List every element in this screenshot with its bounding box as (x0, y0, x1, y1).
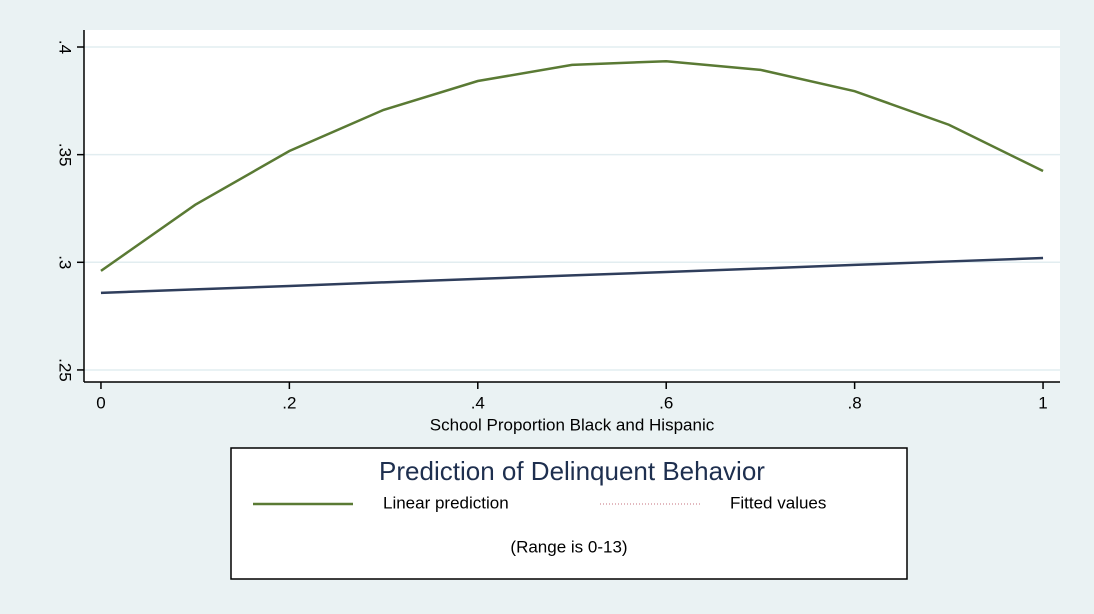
note: (Range is 0-13) (510, 537, 627, 556)
legend-label: Fitted values (730, 493, 826, 512)
x-axis-label: School Proportion Black and Hispanic (430, 415, 715, 434)
legend-title: Prediction of Delinquent Behavior (379, 456, 765, 486)
x-tick-label: 1 (1038, 393, 1047, 412)
x-tick-label: .8 (848, 393, 862, 412)
legend-box (230, 447, 908, 580)
y-tick-label: .4 (56, 40, 75, 54)
x-tick-label: .6 (659, 393, 673, 412)
plot-area (84, 30, 1060, 382)
x-tick-label: 0 (96, 393, 105, 412)
x-tick-label: .2 (282, 393, 296, 412)
y-tick-label: .35 (56, 143, 75, 167)
series-line (100, 59, 1044, 272)
legend-label: Linear prediction (383, 493, 509, 512)
y-tick-label: .3 (56, 255, 75, 269)
series-line (100, 256, 1044, 295)
y-tick-label: .25 (56, 358, 75, 382)
x-tick-label: .4 (471, 393, 485, 412)
